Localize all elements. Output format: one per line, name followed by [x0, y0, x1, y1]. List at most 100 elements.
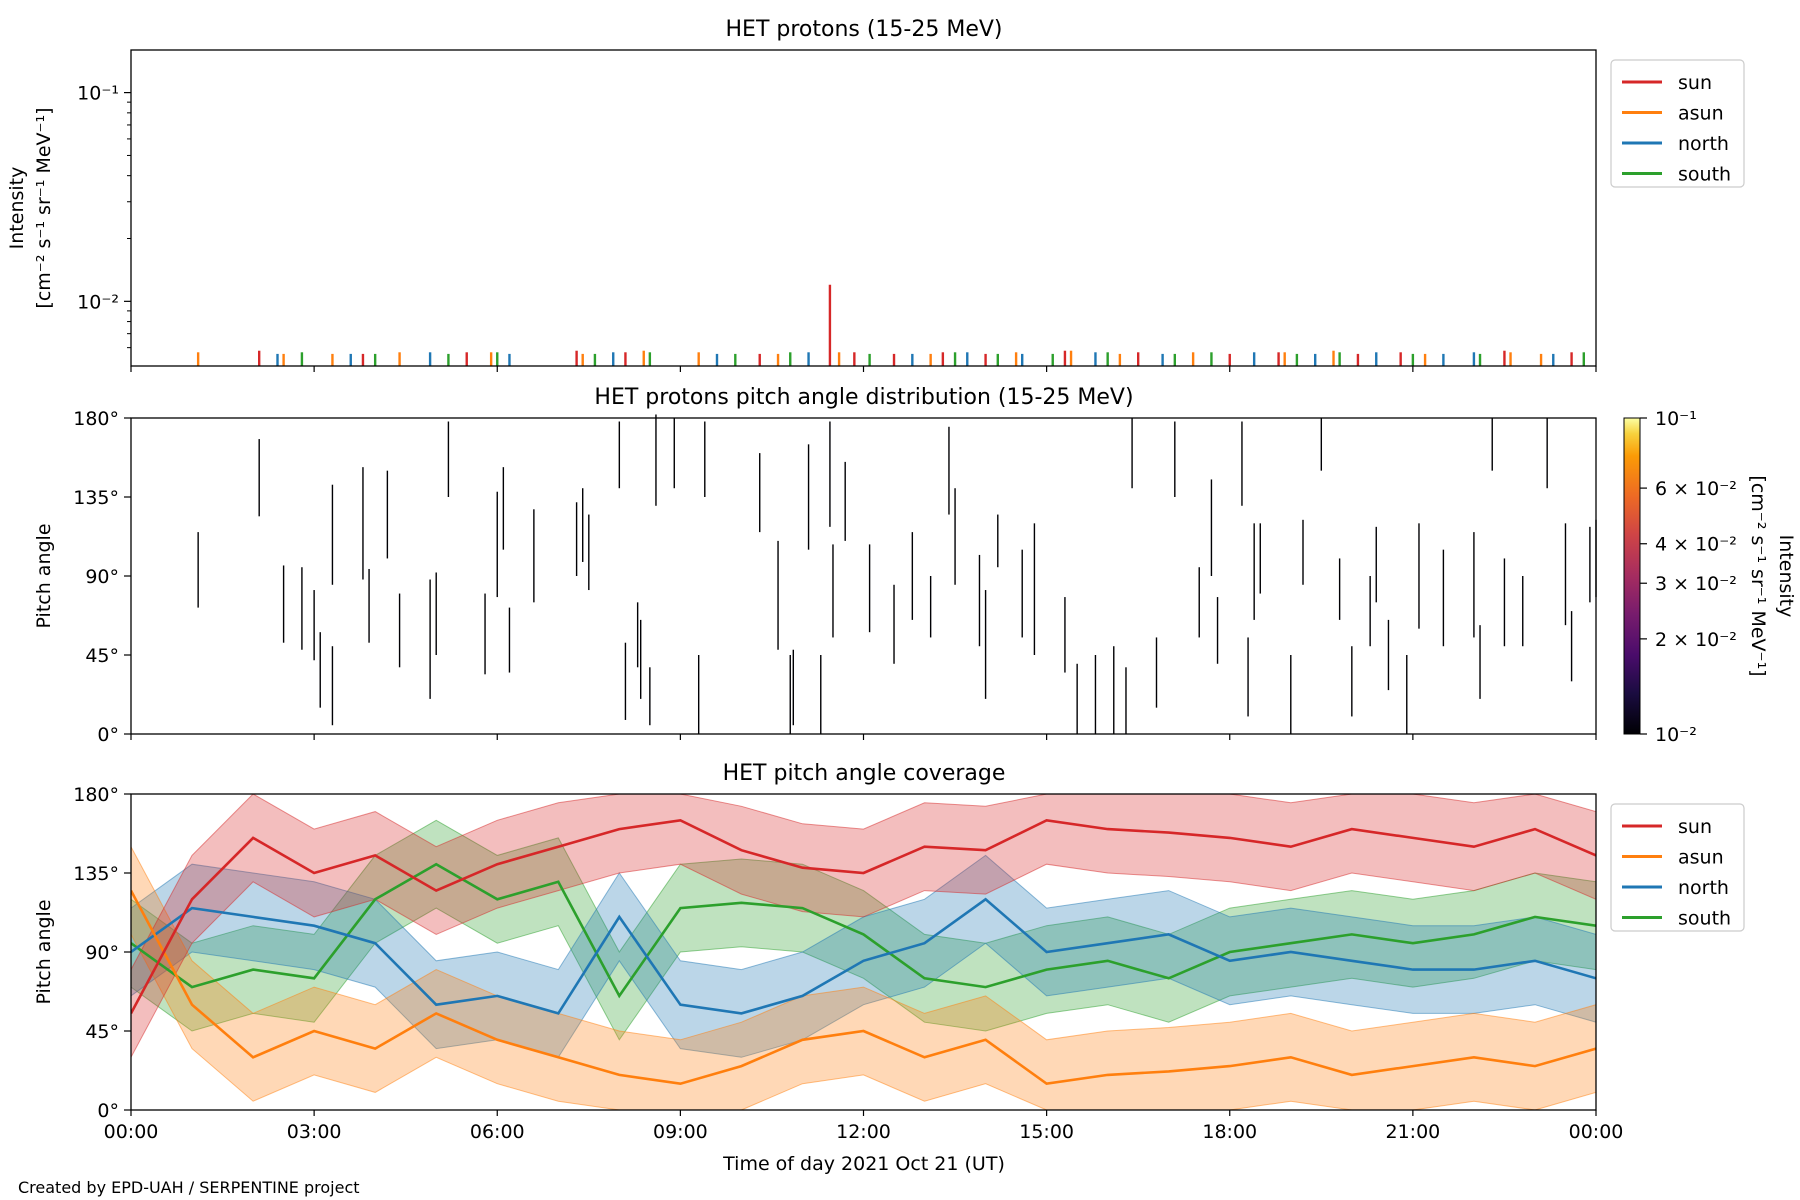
panel1-ylabel-line1: Intensity	[6, 167, 28, 250]
pitch-angle-cell	[868, 544, 871, 633]
pitch-angle-cell	[1064, 597, 1066, 673]
pitch-angle-cell	[1131, 418, 1133, 489]
x-tick-label: 21:00	[1385, 1121, 1440, 1143]
x-tick-label: 06:00	[470, 1121, 525, 1143]
pitch-angle-cell	[575, 502, 578, 576]
pitch-angle-cell	[1387, 619, 1390, 691]
x-axis-label: Time of day 2021 Oct 21 (UT)	[722, 1153, 1005, 1175]
y-tick-label: 135°	[73, 863, 119, 885]
panel1-legend: sun asun north south	[1610, 59, 1745, 188]
pitch-angle-cell	[1473, 532, 1475, 638]
pitch-angle-cell	[929, 576, 932, 638]
pitch-angle-cell	[636, 602, 639, 668]
colorbar-tick-label: 10⁻¹	[1655, 408, 1697, 430]
panel3-y-ticks: 0° 45° 90° 135° 180°	[73, 784, 131, 1122]
panel3-x-ticks: 00:00 03:00 06:00 09:00 12:00 15:00 18:00 21:00…	[104, 1110, 1623, 1143]
y-tick-label: 135°	[73, 487, 119, 509]
x-tick-label: 18:00	[1202, 1121, 1257, 1143]
pitch-angle-cell	[1375, 526, 1377, 603]
legend-label-south: south	[1678, 908, 1731, 930]
pitch-angle-cell	[368, 568, 370, 643]
coverage-band-north	[131, 854, 1596, 1058]
y-tick-label: 0°	[97, 724, 119, 746]
legend-label-sun: sun	[1678, 72, 1712, 94]
pitch-angle-cell	[331, 646, 334, 726]
y-tick-label: 180°	[73, 408, 119, 430]
y-tick-label: 0°	[97, 1100, 119, 1122]
colorbar	[1623, 417, 1641, 735]
pitch-angle-cell	[697, 655, 700, 734]
pitch-angle-cell	[777, 540, 779, 650]
pitch-angle-cell	[435, 572, 437, 655]
colorbar-tick-label: 6 × 10⁻²	[1655, 478, 1737, 500]
pitch-angle-cell	[1406, 655, 1408, 734]
pitch-angle-cell	[1216, 597, 1219, 664]
pitch-angle-cell	[1320, 418, 1323, 471]
pitch-angle-cell	[1210, 479, 1213, 576]
pitch-angle-cell	[1259, 523, 1261, 594]
pitch-angle-cell	[1491, 418, 1493, 471]
pitch-angle-cell	[508, 607, 511, 673]
pitch-angle-cell	[1174, 421, 1176, 497]
footnote: Created by EPD-UAH / SERPENTINE project	[18, 1178, 360, 1197]
y-tick-label: 45°	[85, 1021, 119, 1043]
panel3-ylabel: Pitch angle	[33, 899, 55, 1004]
legend-box	[1610, 59, 1745, 188]
pitch-angle-cell	[331, 484, 334, 585]
pitch-angle-cell	[807, 444, 810, 550]
coverage-line-asun	[131, 889, 1596, 1086]
panel3-plot-area	[131, 794, 1596, 1110]
colorbar-tick-label: 2 × 10⁻²	[1655, 629, 1737, 651]
pitch-angle-cell	[984, 590, 987, 699]
pitch-angle-cell	[1302, 519, 1304, 585]
pitch-angle-cell	[1290, 655, 1292, 734]
pitch-angle-cell	[759, 453, 761, 533]
pitch-angle-cell	[1503, 558, 1506, 647]
x-tick-label: 15:00	[1019, 1121, 1074, 1143]
coverage-band-asun	[131, 846, 1596, 1110]
pitch-angle-cell	[1522, 576, 1524, 647]
pitch-angle-cell	[832, 544, 834, 638]
pitch-angle-cell	[893, 584, 895, 664]
panel1-x-ticks	[130, 366, 1597, 372]
pitch-angle-cell	[588, 514, 590, 591]
pitch-angle-cell	[502, 467, 505, 550]
panel1-title: HET protons (15-25 MeV)	[726, 17, 1003, 42]
pitch-angle-cell	[978, 554, 981, 647]
x-tick-label: 09:00	[653, 1121, 708, 1143]
pitch-angle-cell	[398, 593, 401, 668]
pitch-angle-cell	[258, 439, 260, 517]
pitch-angle-cell	[844, 461, 846, 541]
colorbar-ticks: 10⁻¹ 6 × 10⁻² 4 × 10⁻² 3 × 10⁻² 2 × 10⁻² 10⁻²	[1640, 408, 1737, 746]
pitch-angle-cell	[673, 418, 675, 489]
panel2-plot-area	[197, 414, 1597, 734]
pitch-angle-cell	[1253, 523, 1255, 620]
y-tick-label: 90°	[85, 942, 119, 964]
y-tick-label: 45°	[85, 645, 119, 667]
pitch-angle-cell	[948, 426, 950, 515]
pitch-angle-cell	[1418, 523, 1420, 629]
pitch-angle-cell	[649, 667, 651, 726]
pitch-angle-cell	[655, 414, 657, 506]
pitch-angle-cell	[1076, 663, 1078, 734]
coverage-line-north	[131, 897, 1596, 1015]
panel-pitch-coverage: HET pitch angle coverage 0° 45° 90° 135° 180…	[33, 761, 1745, 1143]
legend-label-north: north	[1678, 877, 1729, 899]
pitch-angle-cell	[1094, 655, 1097, 734]
pitch-angle-cell	[1589, 526, 1591, 603]
pitch-angle-cell	[704, 421, 706, 497]
pitch-angle-cell	[1241, 421, 1243, 506]
pitch-angle-cell	[1564, 523, 1567, 626]
pitch-angle-cell	[954, 488, 956, 585]
y-tick-label: 180°	[73, 784, 119, 806]
pitch-angle-cell	[820, 655, 822, 734]
pitch-angle-cell	[789, 655, 791, 734]
coverage-band-south	[131, 819, 1596, 1041]
pitch-angle-cell	[1155, 637, 1158, 708]
pitch-angle-cell	[1442, 549, 1445, 647]
pitch-angle-cell	[447, 421, 450, 497]
legend-box	[1610, 803, 1745, 932]
pitch-angle-cell	[282, 565, 285, 643]
pitch-angle-cell	[533, 509, 535, 603]
